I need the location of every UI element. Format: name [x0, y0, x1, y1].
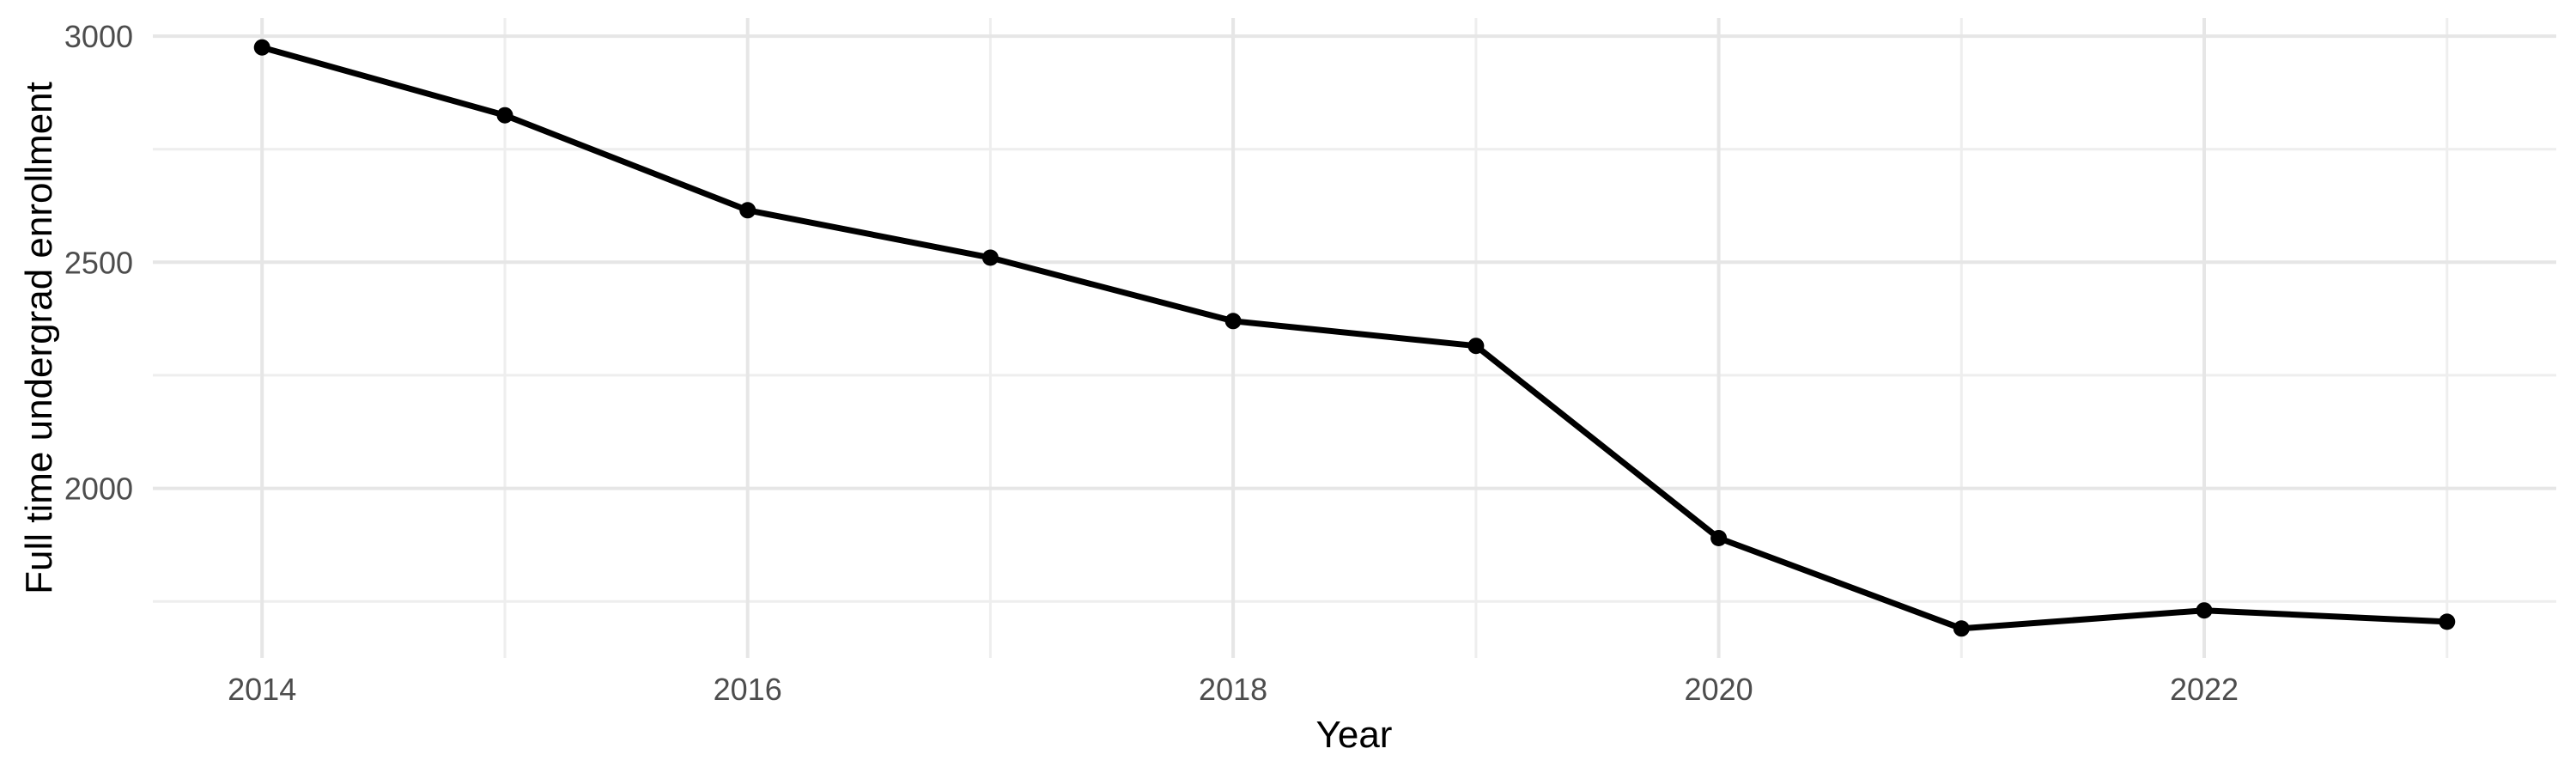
data-point-2020	[1710, 530, 1728, 546]
data-point-2017	[981, 249, 999, 266]
x-tick-label-2018: 2018	[1199, 672, 1267, 707]
series-layer	[253, 39, 2456, 637]
enrollment-trend-line	[261, 44, 2447, 632]
x-tick-label-2020: 2020	[1685, 672, 1753, 707]
data-point-2023	[2439, 613, 2456, 630]
y-axis-tick-labels: 2000 2500 3000	[64, 19, 133, 507]
data-point-2022	[2196, 602, 2213, 619]
y-tick-label-3000: 3000	[64, 19, 133, 54]
y-tick-label-2000: 2000	[64, 472, 133, 507]
x-tick-label-2016: 2016	[714, 672, 782, 707]
data-point-2021	[1953, 620, 1970, 637]
y-tick-label-2500: 2500	[64, 245, 133, 280]
data-point-2015	[496, 107, 513, 124]
data-point-2019	[1467, 338, 1485, 355]
data-point-2016	[739, 202, 756, 219]
gridlines-minor	[153, 18, 2556, 658]
y-axis-title: Full time undergrad enrollment	[18, 82, 60, 594]
x-axis-tick-labels: 2014 2016 2018 2020 2022	[228, 672, 2239, 707]
gridlines-major	[153, 18, 2556, 658]
data-point-2014	[253, 39, 270, 56]
x-axis-title: Year	[1316, 714, 1393, 756]
x-tick-label-2022: 2022	[2170, 672, 2239, 707]
data-point-2018	[1224, 313, 1242, 330]
x-tick-label-2014: 2014	[228, 672, 296, 707]
